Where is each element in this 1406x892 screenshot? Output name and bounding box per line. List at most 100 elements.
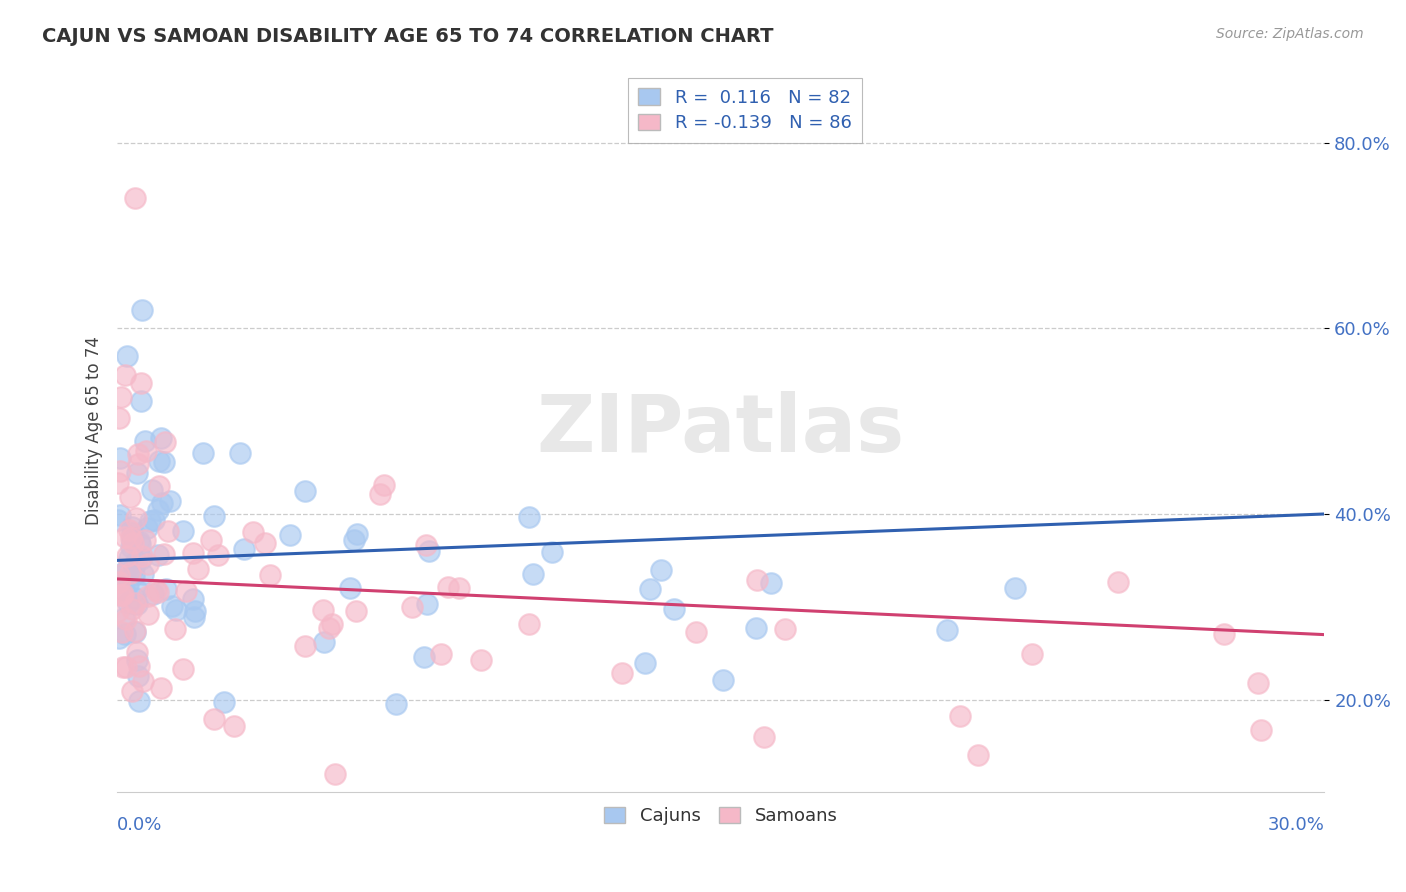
Point [129, 394, 152, 409]
Point [127, 669, 149, 683]
Point [373, 478, 395, 492]
Point [131, 302, 153, 317]
Point [344, 604, 367, 618]
Point [120, 490, 142, 504]
Point [323, 767, 346, 781]
Point [148, 584, 170, 599]
Point [146, 548, 169, 562]
Point [111, 566, 134, 581]
Point [1107, 575, 1129, 590]
Point [127, 645, 149, 659]
Point [118, 523, 141, 537]
Point [174, 584, 197, 599]
Point [541, 545, 564, 559]
Point [165, 603, 187, 617]
Point [111, 587, 134, 601]
Point [187, 561, 209, 575]
Point [148, 479, 170, 493]
Point [124, 596, 146, 610]
Point [124, 624, 146, 639]
Point [121, 684, 143, 698]
Point [107, 604, 129, 618]
Point [153, 455, 176, 469]
Point [229, 446, 252, 460]
Point [134, 533, 156, 547]
Point [745, 621, 768, 635]
Point [132, 674, 155, 689]
Point [172, 524, 194, 538]
Point [128, 694, 150, 708]
Point [312, 603, 335, 617]
Text: ZIPatlas: ZIPatlas [537, 392, 905, 469]
Point [108, 575, 131, 590]
Point [259, 568, 281, 582]
Point [150, 681, 173, 696]
Point [136, 589, 159, 603]
Point [193, 446, 215, 460]
Y-axis label: Disability Age 65 to 74: Disability Age 65 to 74 [86, 336, 103, 524]
Point [437, 580, 460, 594]
Point [107, 513, 129, 527]
Point [321, 616, 343, 631]
Point [136, 607, 159, 622]
Point [294, 483, 316, 498]
Point [418, 544, 440, 558]
Point [470, 653, 492, 667]
Point [149, 431, 172, 445]
Point [181, 546, 204, 560]
Point [120, 540, 142, 554]
Point [128, 537, 150, 551]
Point [108, 631, 131, 645]
Point [110, 391, 132, 405]
Point [212, 695, 235, 709]
Point [517, 617, 540, 632]
Point [153, 434, 176, 449]
Point [183, 609, 205, 624]
Point [346, 526, 368, 541]
Point [517, 510, 540, 524]
Text: 30.0%: 30.0% [1268, 815, 1324, 834]
Point [662, 602, 685, 616]
Point [145, 582, 167, 597]
Text: 0.0%: 0.0% [117, 815, 163, 834]
Point [752, 730, 775, 744]
Point [138, 514, 160, 528]
Point [114, 626, 136, 640]
Point [1213, 627, 1236, 641]
Point [935, 623, 957, 637]
Point [121, 602, 143, 616]
Point [430, 647, 453, 661]
Point [280, 528, 302, 542]
Point [949, 709, 972, 723]
Point [449, 581, 471, 595]
Point [110, 588, 132, 602]
Point [773, 622, 796, 636]
Point [141, 483, 163, 497]
Point [124, 560, 146, 574]
Point [108, 451, 131, 466]
Point [122, 536, 145, 550]
Point [114, 530, 136, 544]
Point [121, 533, 143, 547]
Point [318, 621, 340, 635]
Point [115, 612, 138, 626]
Point [1250, 723, 1272, 737]
Point [148, 454, 170, 468]
Point [1247, 676, 1270, 690]
Point [124, 567, 146, 582]
Point [157, 524, 180, 538]
Point [368, 486, 391, 500]
Point [124, 191, 146, 205]
Point [108, 508, 131, 522]
Text: CAJUN VS SAMOAN DISABILITY AGE 65 TO 74 CORRELATION CHART: CAJUN VS SAMOAN DISABILITY AGE 65 TO 74 … [42, 27, 773, 45]
Point [124, 624, 146, 638]
Point [342, 533, 364, 547]
Point [401, 600, 423, 615]
Point [385, 697, 408, 711]
Point [114, 368, 136, 383]
Point [127, 597, 149, 611]
Point [114, 584, 136, 599]
Point [114, 563, 136, 577]
Point [761, 575, 783, 590]
Point [117, 596, 139, 610]
